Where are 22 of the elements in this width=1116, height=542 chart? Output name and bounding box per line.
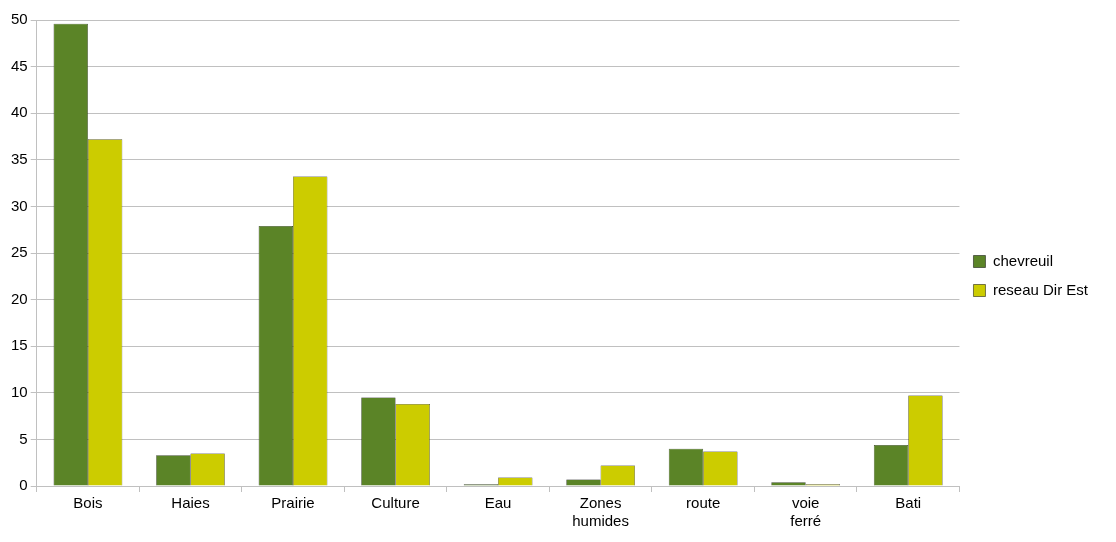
y-tick-label: 50: [11, 10, 28, 28]
y-tick-label: 15: [11, 336, 28, 354]
y-tick-label: 45: [11, 56, 28, 74]
y-tick-label: 0: [19, 476, 28, 494]
y-tick-label: 20: [11, 289, 28, 307]
x-tick-label: Zones humides: [572, 494, 629, 530]
y-tick-label: 30: [11, 196, 28, 214]
y-tick-label: 25: [11, 243, 28, 261]
legend-label: reseau Dir Est: [992, 280, 1089, 298]
y-tick-label: 40: [11, 103, 28, 121]
x-tick-label: Culture: [371, 494, 420, 512]
x-tick-label: Haies: [171, 494, 210, 512]
x-tick-label: Bois: [73, 494, 103, 512]
x-tick-label: route: [686, 494, 721, 512]
x-tick-label: Prairie: [271, 494, 315, 512]
legend-label: chevreuil: [992, 251, 1053, 269]
y-tick-label: 5: [19, 429, 28, 447]
y-tick-label: 35: [11, 149, 28, 167]
x-tick-label: Bati: [895, 494, 922, 512]
y-tick-label: 10: [11, 382, 28, 400]
x-tick-label: voie ferré: [790, 494, 822, 530]
x-tick-label: Eau: [484, 494, 512, 512]
